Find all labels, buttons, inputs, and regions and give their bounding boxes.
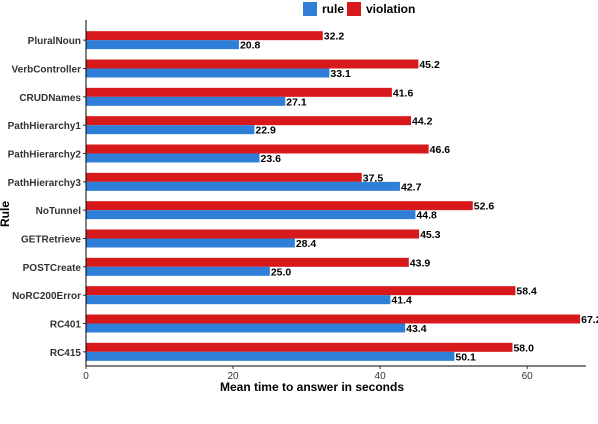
bar-rule-pathhierarchy3 [86, 181, 400, 191]
bar-rule-crudnames [86, 96, 286, 106]
bar-rule-pathhierarchy1 [86, 125, 255, 135]
y-tick-label-rc401: RC401 [50, 320, 82, 331]
data-label-rule-pathhierarchy3: 42.7 [401, 181, 422, 193]
bar-violation-rc415 [86, 342, 513, 352]
bar-rule-norc200error [86, 295, 391, 305]
bar-violation-crudnames [86, 87, 392, 97]
bar-violation-norc200error [86, 286, 516, 296]
bar-violation-rc401 [86, 314, 581, 324]
legend-label-violation: violation [366, 2, 415, 16]
data-label-violation-pathhierarchy3: 37.5 [363, 172, 384, 184]
bar-violation-getretrieve [86, 229, 420, 239]
bar-rule-postcreate [86, 266, 270, 276]
data-label-violation-getretrieve: 45.3 [420, 229, 441, 241]
y-tick-label-pathhierarchy3: PathHierarchy3 [8, 178, 82, 189]
bars: 32.2 20.8 45.2 33.1 41.6 27.1 44.2 22.9 46.6 23.6… [86, 31, 598, 363]
y-axis-title: Rule [0, 201, 12, 227]
y-tick-label-norc200error: NoRC200Error [12, 291, 81, 302]
y-tick-label-verbcontroller: VerbController [12, 65, 82, 76]
data-label-violation-norc200error: 58.4 [516, 286, 537, 298]
y-tick-label-crudnames: CRUDNames [19, 93, 81, 104]
data-label-violation-rc401: 67.2 [581, 314, 598, 326]
bar-rule-pluralnoun [86, 40, 239, 50]
data-label-rule-rc401: 43.4 [406, 323, 427, 335]
bar-violation-pathhierarchy1 [86, 116, 411, 126]
y-tick-label-pathhierarchy2: PathHierarchy2 [8, 150, 82, 161]
x-tick-label-40: 40 [375, 371, 387, 382]
x-tick-label-60: 60 [522, 371, 534, 382]
bar-violation-notunnel [86, 201, 473, 211]
y-tick-label-notunnel: NoTunnel [36, 206, 82, 217]
x-tick-label-20: 20 [227, 371, 239, 382]
data-label-rule-pathhierarchy2: 23.6 [261, 153, 282, 165]
bar-rule-rc415 [86, 351, 455, 361]
bar-violation-pathhierarchy3 [86, 172, 362, 182]
bar-violation-pluralnoun [86, 31, 323, 41]
bar-rule-getretrieve [86, 238, 295, 248]
y-tick-label-postcreate: POSTCreate [23, 263, 82, 274]
data-label-rule-notunnel: 44.8 [416, 210, 437, 222]
data-label-violation-notunnel: 52.6 [474, 201, 495, 213]
y-tick-label-getretrieve: GETRetrieve [21, 235, 81, 246]
y-tick-label-pathhierarchy1: PathHierarchy1 [8, 121, 82, 132]
bar-violation-pathhierarchy2 [86, 144, 429, 154]
data-label-rule-verbcontroller: 33.1 [330, 68, 351, 80]
data-label-violation-pathhierarchy1: 44.2 [412, 116, 433, 128]
data-label-violation-verbcontroller: 45.2 [419, 59, 440, 71]
data-label-rule-rc415: 50.1 [455, 351, 476, 363]
legend: rule violation [303, 2, 415, 16]
data-label-rule-pluralnoun: 20.8 [240, 40, 261, 52]
data-label-violation-pathhierarchy2: 46.6 [430, 144, 451, 156]
y-tick-label-pluralnoun: PluralNoun [28, 36, 81, 47]
data-label-rule-pathhierarchy1: 22.9 [255, 125, 276, 137]
y-tick-label-rc415: RC415 [50, 348, 82, 359]
bar-rule-rc401 [86, 323, 406, 333]
x-axis-title: Mean time to answer in seconds [220, 380, 404, 394]
bar-rule-notunnel [86, 210, 416, 220]
bar-violation-postcreate [86, 257, 409, 267]
data-label-violation-rc415: 58.0 [513, 342, 534, 354]
legend-swatch-rule [303, 2, 317, 16]
legend-swatch-violation [347, 2, 361, 16]
axes: PluralNoun VerbController CRUDNames PathHie… [8, 20, 586, 382]
data-label-rule-crudnames: 27.1 [286, 96, 307, 108]
bar-rule-pathhierarchy2 [86, 153, 260, 163]
data-label-violation-pluralnoun: 32.2 [324, 31, 345, 43]
bar-rule-verbcontroller [86, 68, 330, 78]
data-label-violation-postcreate: 43.9 [410, 257, 431, 269]
bar-violation-verbcontroller [86, 59, 419, 69]
data-label-violation-crudnames: 41.6 [393, 87, 414, 99]
x-tick-label-0: 0 [83, 371, 89, 382]
data-label-rule-postcreate: 25.0 [271, 266, 292, 278]
data-label-rule-norc200error: 41.4 [391, 295, 412, 307]
legend-label-rule: rule [322, 2, 344, 16]
data-label-rule-getretrieve: 28.4 [296, 238, 317, 250]
